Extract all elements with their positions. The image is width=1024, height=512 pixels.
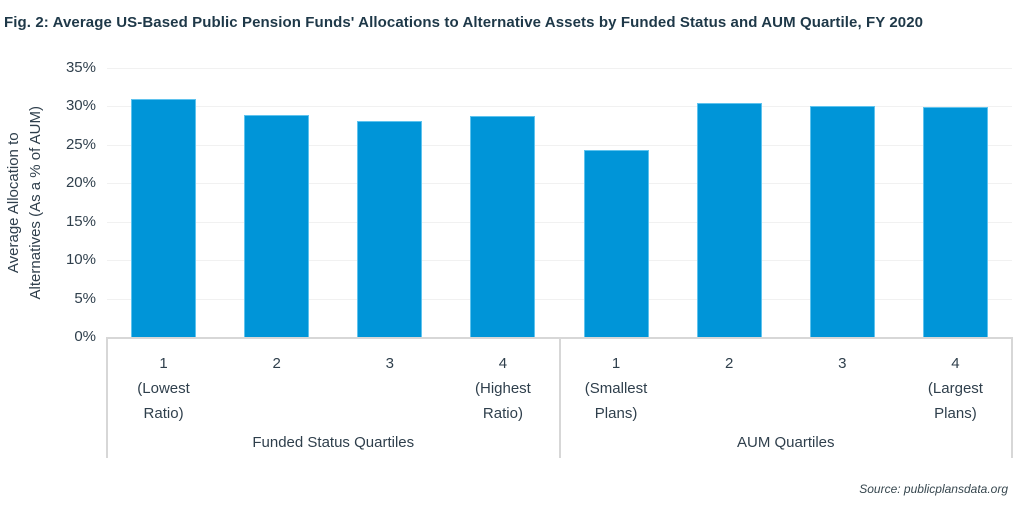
chart-title: Fig. 2: Average US-Based Public Pension … [4,14,924,31]
gridline-5 [107,298,1012,300]
bar-group2-q4 [922,107,988,337]
category-separator-0 [106,337,108,458]
category-label-group2-q4: 4 (Largest Plans) [927,355,983,422]
y-tick-label-20: 20% [65,174,96,192]
group-axis-label-1: Funded Status Quartiles [252,434,415,451]
category-group-1: 1 (Lowest Ratio) 2 3 4 (Highest Ratio) Funde… [107,339,560,458]
category-label-group1-q4: 4 (Highest Ratio) [475,355,531,422]
bar-group1-q3 [357,121,423,337]
y-tick-label-5: 5% [74,289,96,307]
source-note: Source: publicplansdata.org [859,482,1008,496]
category-group-2: 1 (Smallest Plans) 2 3 4 (Largest Plans) AUM… [560,339,1013,458]
y-tick-label-0: 0% [74,328,96,345]
y-tick-label-25: 25% [65,135,96,153]
category-label-group1-q2: 2 [272,355,281,372]
category-slots: 1 (Lowest Ratio) 2 3 4 (Highest Ratio) [107,351,560,426]
gridline-15 [107,221,1012,223]
gridline-35 [107,68,1012,69]
y-axis-title-line-2: Alternatives (As a % of AUM) [27,105,44,300]
group-axis-label-2: AUM Quartiles [736,434,835,451]
category-label-group1-q3: 3 [385,355,394,372]
y-tick-label-30: 30% [65,97,96,115]
bar-group2-q3 [809,105,875,337]
gridline-30 [107,106,1012,108]
y-axis-title-line-1: Average Allocation to [5,132,23,273]
gridline-10 [107,260,1012,262]
bar-group1-q4 [470,115,536,337]
category-separator-2 [1011,337,1013,458]
category-label-group2-q3: 3 [838,355,847,372]
bar-group1-q1 [131,98,197,337]
category-label-group2-q2: 2 [725,355,734,372]
gridline-20 [107,183,1012,185]
category-slots: 1 (Smallest Plans) 2 3 4 (Largest Plans) [560,351,1013,426]
y-tick-label-15: 15% [65,212,96,230]
gridline-25 [107,144,1012,146]
bar-group1-q2 [244,114,310,337]
category-label-group2-q1: 1 (Smallest Plans) [584,355,648,422]
y-tick-label-10: 10% [65,251,96,269]
bar-group2-q1 [583,150,649,337]
bar-group2-q2 [696,102,762,337]
category-label-group1-q1: 1 (Lowest Ratio) [137,355,190,422]
category-separator-1 [558,337,561,458]
y-tick-label-35: 35% [65,59,96,76]
